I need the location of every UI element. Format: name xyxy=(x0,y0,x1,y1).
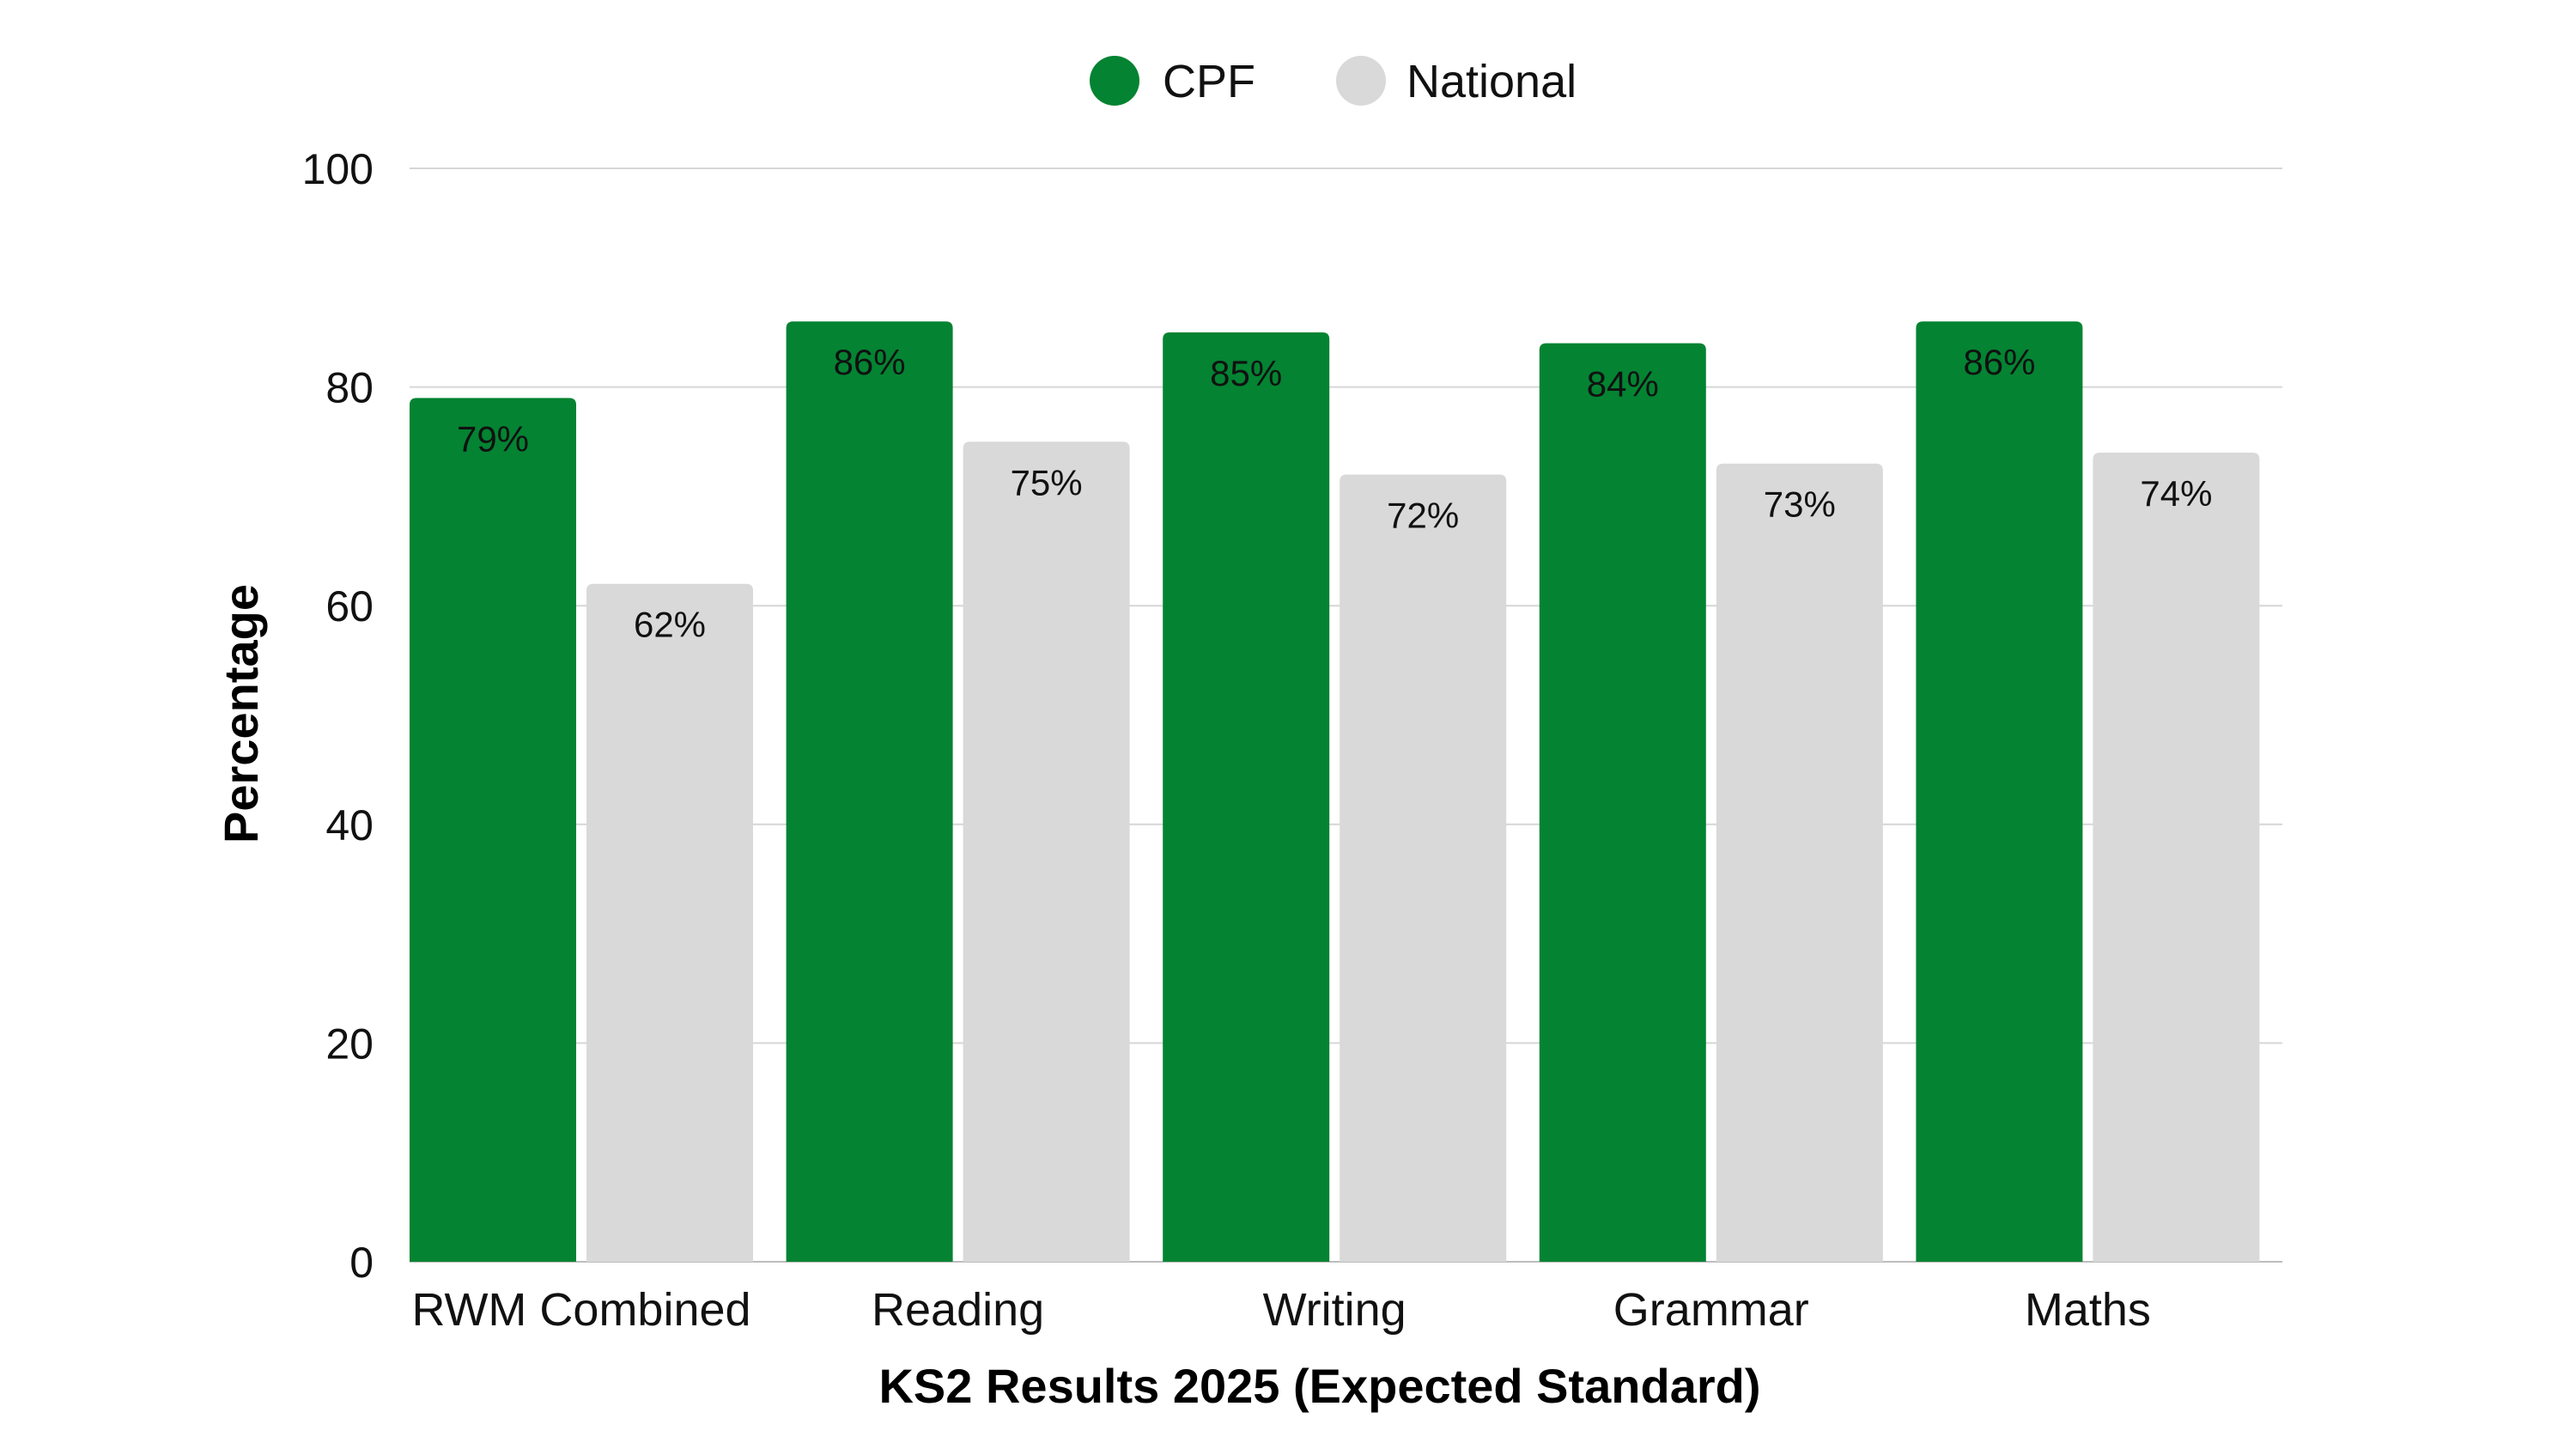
y-tick-label: 20 xyxy=(325,1020,374,1068)
bar-national xyxy=(963,441,1130,1262)
bar-cpf xyxy=(410,398,576,1263)
bar-national xyxy=(2093,452,2260,1262)
data-label: 86% xyxy=(1963,342,2035,382)
data-label: 74% xyxy=(2140,473,2212,514)
data-label: 75% xyxy=(1011,462,1083,502)
bar-national xyxy=(1716,463,1883,1262)
x-tick-label: RWM Combined xyxy=(411,1284,750,1336)
y-tick-label: 40 xyxy=(325,801,374,849)
y-tick-label: 100 xyxy=(302,145,374,193)
x-tick-label: Maths xyxy=(2025,1284,2151,1336)
data-label: 72% xyxy=(1387,495,1459,535)
bar-national xyxy=(1340,474,1507,1262)
data-label: 73% xyxy=(1764,484,1836,525)
x-axis-ticks: RWM Combined Reading Writing Grammar Maths xyxy=(411,1284,2150,1336)
bar-cpf xyxy=(1916,321,2083,1263)
legend-label: CPF xyxy=(1163,56,1255,107)
legend-label: National xyxy=(1406,56,1577,107)
bar-cpf xyxy=(786,321,953,1263)
y-axis-ticks: 0 20 40 60 80 100 xyxy=(302,145,374,1287)
data-label: 79% xyxy=(457,418,529,459)
x-tick-label: Grammar xyxy=(1613,1284,1809,1336)
bar-national xyxy=(586,583,753,1262)
y-tick-label: 80 xyxy=(325,364,374,412)
data-label: 84% xyxy=(1587,364,1659,405)
legend-marker-national xyxy=(1336,56,1386,106)
x-axis-title: KS2 Results 2025 (Expected Standard) xyxy=(878,1359,1760,1413)
data-label: 85% xyxy=(1210,353,1282,393)
y-tick-label: 0 xyxy=(349,1239,374,1287)
data-label: 86% xyxy=(834,342,906,382)
bar-cpf xyxy=(1539,343,1706,1263)
legend-marker-cpf xyxy=(1090,56,1139,106)
x-tick-label: Writing xyxy=(1263,1284,1406,1336)
y-tick-label: 60 xyxy=(325,582,374,630)
legend: CPF National xyxy=(1090,56,1577,107)
data-label: 62% xyxy=(634,605,706,645)
x-tick-label: Reading xyxy=(872,1284,1044,1336)
y-axis-title: Percentage xyxy=(214,584,268,843)
bars: 79% 62% 86% 75% 85% 72% 84% 73% 86% 74% xyxy=(410,321,2260,1263)
bar-cpf xyxy=(1163,332,1330,1263)
